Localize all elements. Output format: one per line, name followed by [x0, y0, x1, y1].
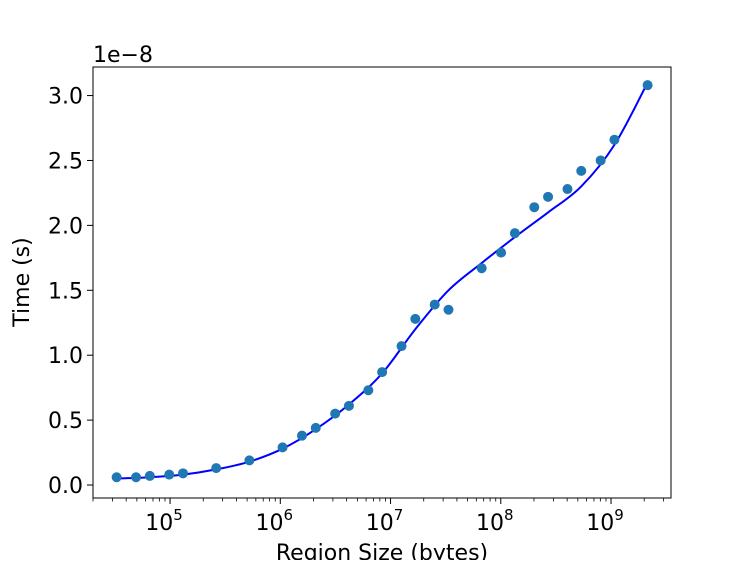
x-axis-label: Region Size (bytes) — [276, 541, 488, 560]
x-tick-label-4: 109 — [586, 506, 624, 536]
data-point-23 — [562, 184, 573, 195]
y-tick-label-1: 0.5 — [48, 409, 83, 434]
data-point-9 — [310, 422, 321, 433]
data-point-19 — [496, 247, 507, 258]
y-tick-label-5: 2.5 — [48, 149, 83, 174]
x-tick-label-2: 107 — [366, 506, 404, 536]
plot-frame — [92, 66, 672, 499]
data-point-1 — [131, 472, 142, 483]
data-point-4 — [178, 468, 189, 479]
y-tick-label-3: 1.5 — [48, 279, 83, 304]
data-point-16 — [429, 299, 440, 310]
data-point-22 — [543, 191, 554, 202]
data-point-13 — [377, 367, 388, 378]
data-point-21 — [529, 202, 540, 213]
y-tick-label-2: 1.0 — [48, 344, 83, 369]
x-tick-label-0: 105 — [145, 506, 183, 536]
data-point-20 — [509, 228, 520, 239]
points-layer — [111, 80, 653, 483]
data-point-3 — [164, 469, 175, 480]
data-point-10 — [330, 408, 341, 419]
data-point-7 — [277, 442, 288, 453]
data-point-17 — [443, 304, 454, 315]
data-point-18 — [476, 263, 487, 274]
y-axis-label: Time (s) — [10, 237, 35, 327]
data-point-27 — [642, 80, 653, 91]
offset-text: 1e−8 — [93, 43, 153, 68]
data-point-6 — [244, 455, 255, 466]
data-point-24 — [576, 165, 587, 176]
data-point-11 — [343, 400, 354, 411]
data-point-2 — [144, 470, 155, 481]
data-point-15 — [410, 313, 421, 324]
y-tick-label-4: 2.0 — [48, 214, 83, 239]
y-tick-label-6: 3.0 — [48, 85, 83, 110]
data-point-0 — [111, 472, 122, 483]
x-tick-label-3: 108 — [476, 506, 514, 536]
y-tick-label-0: 0.0 — [48, 474, 83, 499]
data-point-5 — [211, 463, 222, 474]
data-point-26 — [609, 134, 620, 145]
data-point-25 — [595, 155, 606, 166]
ticks-layer: 0.0 0.5 1.0 1.5 2.0 2.5 3.0 105 106 107 108 109 — [48, 85, 665, 536]
data-point-8 — [296, 430, 307, 441]
x-tick-label-1: 106 — [256, 506, 294, 536]
data-point-14 — [396, 341, 407, 352]
data-point-12 — [363, 385, 374, 396]
